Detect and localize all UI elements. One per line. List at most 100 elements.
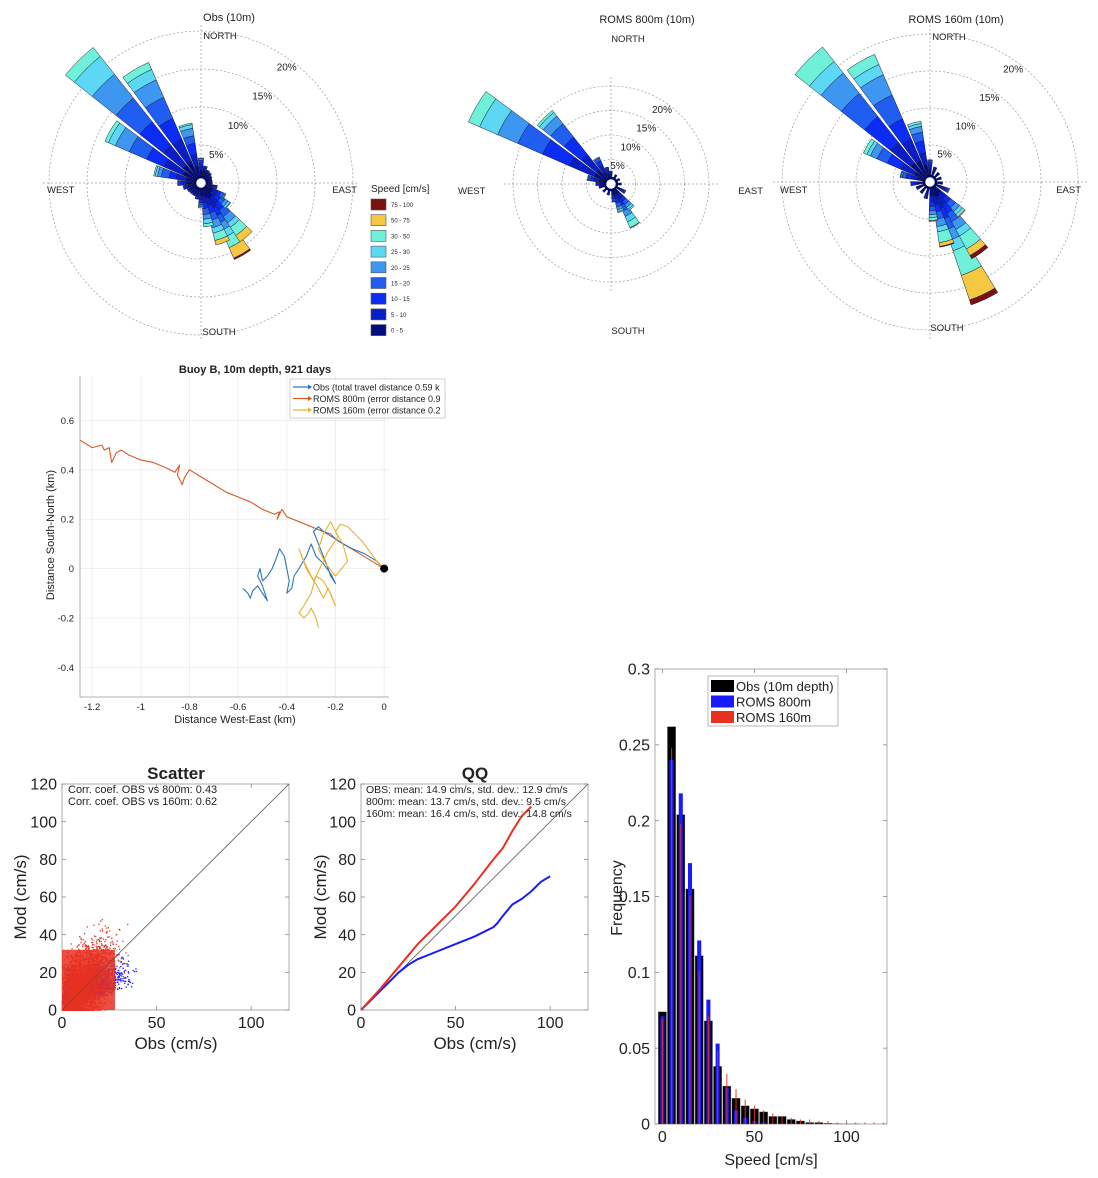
scatter-point-800m (123, 971, 125, 973)
scatter-xlabel: Obs (cm/s) (134, 1034, 217, 1053)
scatter-point-160m (103, 946, 105, 948)
scatter-point-800m (119, 972, 121, 974)
compass-west-label: WEST (780, 185, 808, 196)
scatter-point-800m (127, 963, 129, 966)
rose-petal-segment (208, 172, 212, 176)
rose-petal-segment (211, 181, 213, 185)
scatter-point-800m (116, 981, 118, 984)
trajectory-chart: Buoy B, 10m depth, 921 days Distance Wes… (45, 364, 446, 726)
scatter-point-800m (121, 956, 123, 958)
speed-legend-label: 25 - 30 (391, 250, 410, 256)
compass-north-label: NORTH (203, 31, 237, 42)
scatter-point-800m (120, 977, 122, 980)
scatter-point-160m (80, 938, 83, 941)
speed-legend-swatch (370, 292, 387, 305)
scatter-point-800m (125, 986, 127, 988)
rose-petal-segment (927, 164, 933, 169)
ytick-label: 40 (39, 927, 57, 944)
rose-petal-segment (203, 165, 208, 168)
rose-petal-segment (536, 109, 555, 128)
rose-petal-segment (198, 199, 204, 203)
scatter-point-160m (86, 926, 88, 928)
rose-petal-segment (598, 185, 601, 189)
scatter-point-160m (96, 946, 98, 948)
speed-legend-label: 75 - 100 (391, 203, 414, 209)
scatter-point-800m (127, 983, 129, 986)
rose-petal-segment (186, 188, 190, 193)
speed-legend-swatch (370, 230, 387, 242)
rose-petal-segment (617, 209, 625, 214)
compass-east-label: EAST (738, 186, 763, 197)
trajectory-xtick-label: 0 (381, 702, 386, 713)
scatter-point-800m (118, 986, 121, 989)
rose-petal-segment (224, 201, 232, 210)
rose-petal-segment (929, 200, 936, 207)
scatter-point-160m (108, 948, 110, 951)
scatter-point-160m (114, 948, 117, 950)
rose-petal-segment (907, 120, 922, 128)
rose-petal-segment (794, 46, 835, 87)
scatter-point-160m (100, 948, 102, 950)
rose-petal-segment (910, 181, 913, 187)
scatter-point-160m (96, 939, 98, 941)
scatter-point-160m (77, 945, 79, 947)
scatter-point-800m (122, 977, 124, 980)
speed-legend-swatch (370, 214, 387, 226)
scatter-point-800m (120, 961, 122, 963)
speed-legend-label: 50 - 75 (391, 219, 410, 225)
trajectory-ytick-label: 0.4 (61, 465, 74, 476)
scatter-point-800m (128, 972, 130, 974)
scatter-point-160m (114, 970, 116, 973)
scatter-point-800m (123, 980, 125, 982)
scatter-point-160m (119, 967, 121, 969)
scatter-point-800m (114, 982, 116, 985)
scatter-point-800m (123, 977, 126, 979)
rose-petal-segment (586, 174, 590, 181)
scatter-point-160m (70, 943, 72, 945)
rose-petal-segment (927, 159, 933, 161)
scatter-point-160m (100, 940, 102, 943)
scatter-ylabel: Mod (cm/s) (11, 855, 30, 940)
scatter-point-160m (96, 943, 98, 945)
scatter-point-800m (117, 975, 119, 977)
rose-petal-segment (210, 178, 213, 182)
speed-legend-label: 20 - 25 (391, 266, 410, 272)
scatter-point-800m (115, 968, 117, 971)
scatter-point-800m (117, 981, 119, 983)
scatter-point-160m (96, 948, 98, 951)
rose-petal-segment (933, 166, 938, 170)
trajectory-ylabel: Distance South-North (km) (45, 470, 57, 600)
rose-petal-segment (597, 182, 601, 186)
scatter-point-160m (117, 959, 119, 961)
scatter-point-800m (120, 979, 122, 982)
scatter-point-800m (135, 968, 137, 970)
rose-160m-title: ROMS 160m (10m) (908, 14, 1003, 26)
ytick-label: 0 (48, 1003, 57, 1020)
scatter-point-800m (131, 982, 134, 984)
scatter-point-160m (105, 946, 108, 948)
scatter-point-160m (95, 945, 97, 947)
rose-petal-segment (609, 170, 613, 173)
rose-petal-segment (957, 209, 966, 218)
rose-ring-label: 20% (1003, 65, 1023, 76)
speed-legend-label: 0 - 5 (391, 329, 404, 335)
trajectory-ytick-label: -0.2 (58, 613, 74, 624)
scatter-point-160m (106, 936, 109, 938)
scatter-point-800m (127, 971, 129, 973)
trajectory-xtick-label: -0.8 (181, 702, 197, 713)
scatter-point-800m (124, 980, 127, 983)
rose-ring-label: 15% (252, 92, 272, 103)
scatter-point-160m (93, 935, 96, 937)
rose-petal-segment (233, 248, 252, 260)
rose-petal-segment (593, 156, 600, 162)
scatter-point-800m (119, 974, 121, 976)
rose-petal-segment (595, 181, 597, 187)
rose-petal-segment (182, 180, 188, 186)
scatter-point-160m (97, 946, 99, 948)
compass-north-label: NORTH (611, 34, 645, 45)
scatter-point-160m (98, 923, 100, 925)
scatter-point-160m (99, 945, 101, 948)
scatter-point-160m (106, 930, 108, 933)
rose-ring-label: 15% (636, 124, 656, 135)
